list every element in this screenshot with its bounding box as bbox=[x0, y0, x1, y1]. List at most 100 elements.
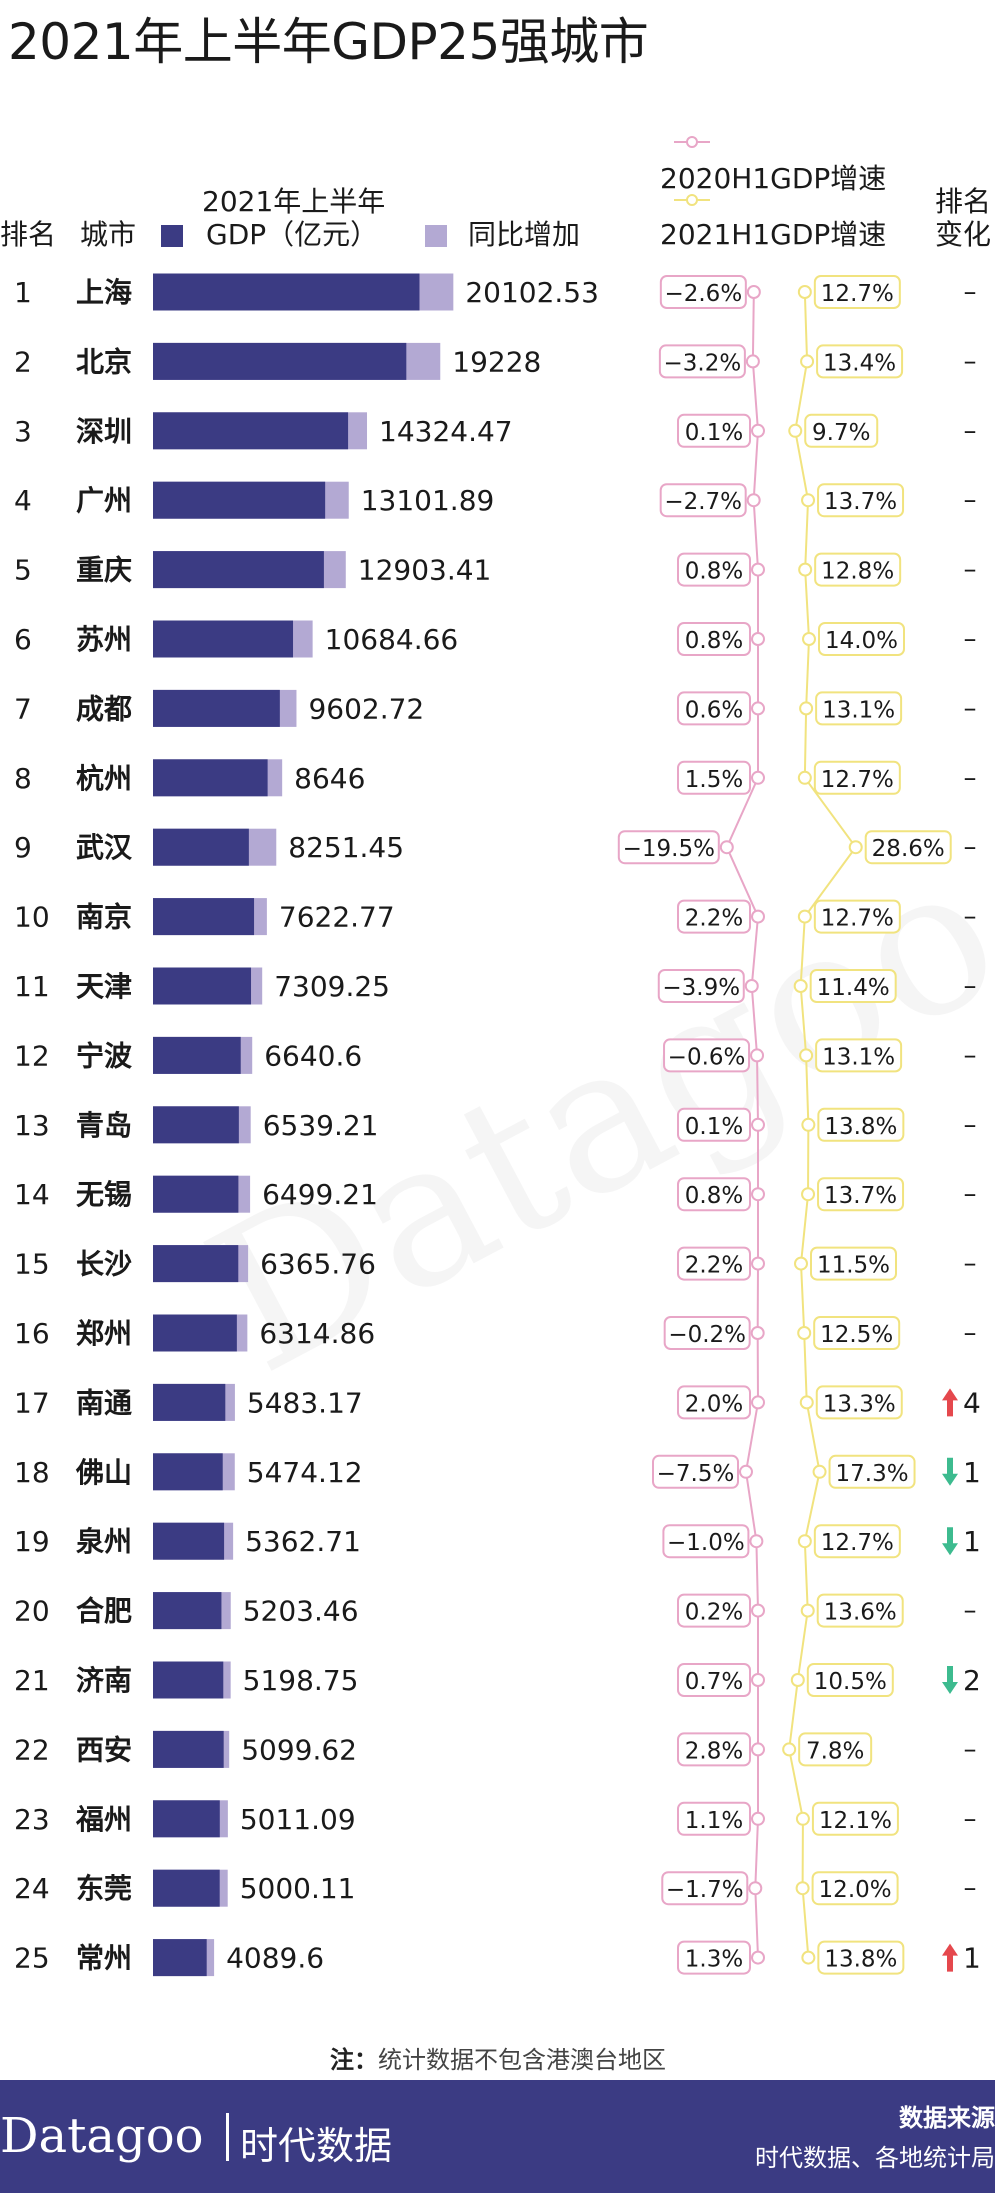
growth-2020-box bbox=[677, 1732, 751, 1767]
rank-label: 20 bbox=[14, 1595, 50, 1628]
growth-2020-label: 0.8% bbox=[685, 1183, 743, 1209]
city-label: 上海 bbox=[76, 276, 132, 309]
growth-2021-box bbox=[811, 1801, 899, 1836]
growth-2021-point bbox=[801, 1187, 816, 1202]
city-label: 广州 bbox=[76, 484, 132, 517]
growth-2021-box bbox=[810, 1246, 897, 1281]
rank-change-label: 4 bbox=[963, 1386, 981, 1419]
city-label: 杭州 bbox=[76, 762, 132, 795]
growth-2021-label: 13.4% bbox=[823, 350, 896, 376]
growth-2020-box bbox=[677, 552, 751, 587]
rank-change-label: – bbox=[964, 902, 977, 932]
rank-label: 15 bbox=[14, 1248, 50, 1281]
rank-down-icon bbox=[942, 1457, 958, 1486]
growth-2021-point bbox=[799, 1395, 814, 1410]
rank-label: 5 bbox=[14, 554, 32, 587]
growth-2021-box bbox=[813, 899, 901, 934]
gdp-bar bbox=[153, 1869, 220, 1907]
growth-2021-label: 13.8% bbox=[824, 1947, 897, 1973]
growth-2020-point bbox=[749, 1534, 764, 1549]
growth-2020-point bbox=[744, 979, 759, 993]
growth-2020-box bbox=[677, 1593, 751, 1628]
growth-2021-point bbox=[797, 909, 812, 924]
growth-2020-point bbox=[751, 701, 765, 716]
gdp-bar bbox=[153, 967, 252, 1005]
growth-2021-box bbox=[813, 1524, 901, 1559]
rank-label: 7 bbox=[14, 692, 32, 725]
growth-2021-label: 12.7% bbox=[821, 281, 894, 307]
growth-2021-point bbox=[797, 1326, 812, 1340]
growth-2021-box bbox=[815, 691, 903, 726]
growth-2021-label: 12.8% bbox=[821, 559, 894, 585]
city-label: 北京 bbox=[76, 345, 132, 378]
header-city: 城市 bbox=[80, 218, 137, 251]
growth-2020-label: 0.1% bbox=[685, 1114, 743, 1140]
gdp-value-label: 8251.45 bbox=[288, 831, 404, 864]
growth-2020-box bbox=[677, 691, 751, 726]
header-growth-2020: 2020H1GDP增速 bbox=[660, 162, 887, 195]
rank-up-icon bbox=[942, 1388, 958, 1417]
gdp-bar bbox=[153, 1522, 225, 1560]
growth-2021-label: 13.1% bbox=[822, 697, 895, 723]
brand-logo: Datagoo bbox=[0, 2108, 204, 2164]
growth-2021-box bbox=[815, 1385, 903, 1420]
gdp-value-label: 5474.12 bbox=[247, 1456, 363, 1489]
legend-2021-marker bbox=[674, 194, 710, 206]
growth-2020-box bbox=[677, 1663, 751, 1697]
growth-2021-label: 12.0% bbox=[819, 1877, 892, 1903]
gdp-value-label: 5483.17 bbox=[247, 1386, 363, 1419]
gdp-bar bbox=[153, 1106, 239, 1144]
growth-2021-box bbox=[817, 1940, 905, 1975]
growth-2021-point bbox=[801, 1117, 816, 1132]
growth-2021-box bbox=[828, 1454, 916, 1489]
gdp-value-label: 6640.6 bbox=[264, 1039, 362, 1072]
growth-2021-label: 12.7% bbox=[821, 906, 894, 932]
header-change-line2: 变化 bbox=[935, 218, 992, 251]
growth-2021-point bbox=[848, 840, 863, 855]
growth-2021-label: 12.1% bbox=[819, 1808, 892, 1834]
city-label: 佛山 bbox=[75, 1456, 132, 1489]
rank-change-label: 1 bbox=[963, 1456, 981, 1489]
growth-2020-point bbox=[751, 1950, 765, 1965]
city-label: 西安 bbox=[76, 1733, 132, 1766]
growth-2020-label: −19.5% bbox=[623, 836, 715, 862]
gdp-bar bbox=[153, 342, 407, 380]
city-label: 南京 bbox=[76, 901, 132, 934]
rank-change-label: – bbox=[964, 1040, 977, 1070]
legend-2020-marker bbox=[674, 136, 710, 148]
gdp-bar bbox=[153, 412, 349, 450]
gdp-bar bbox=[153, 1661, 224, 1699]
growth-2020-box bbox=[661, 1871, 749, 1906]
header-increase: 同比增加 bbox=[468, 218, 581, 251]
growth-2021-box bbox=[813, 760, 901, 795]
gdp-value-label: 5099.62 bbox=[241, 1733, 357, 1766]
growth-2021-box bbox=[809, 969, 897, 1003]
city-label: 宁波 bbox=[76, 1039, 133, 1072]
rank-label: 18 bbox=[14, 1456, 50, 1489]
rank-change-label: – bbox=[964, 1734, 977, 1764]
growth-2021-box bbox=[811, 1871, 899, 1906]
growth-2021-point bbox=[801, 493, 816, 508]
rank-change-label: 1 bbox=[963, 1525, 981, 1558]
growth-2020-label: 0.8% bbox=[685, 559, 743, 585]
growth-2020-point bbox=[751, 632, 765, 646]
growth-2020-box bbox=[617, 830, 720, 865]
gdp-value-label: 9602.72 bbox=[308, 692, 424, 725]
rank-label: 9 bbox=[14, 831, 32, 864]
rank-change-label: – bbox=[964, 1110, 977, 1140]
gdp-value-label: 10684.66 bbox=[325, 623, 459, 656]
rank-change-label: – bbox=[964, 832, 977, 862]
gdp-bar bbox=[153, 1939, 207, 1977]
rank-change-label: – bbox=[964, 624, 977, 654]
growth-2021-label: 14.0% bbox=[825, 628, 898, 654]
growth-2021-box bbox=[817, 1107, 905, 1142]
note-label: 注： bbox=[330, 2046, 378, 2074]
growth-2020-point bbox=[745, 354, 760, 369]
rank-change-label: – bbox=[964, 346, 977, 376]
rank-label: 11 bbox=[14, 970, 50, 1003]
growth-2020-label: −1.0% bbox=[667, 1530, 745, 1556]
rank-label: 8 bbox=[14, 762, 32, 795]
growth-2021-point bbox=[797, 285, 812, 299]
growth-2021-label: 13.8% bbox=[824, 1114, 897, 1140]
page-title: 2021年上半年GDP25强城市 bbox=[8, 13, 649, 71]
